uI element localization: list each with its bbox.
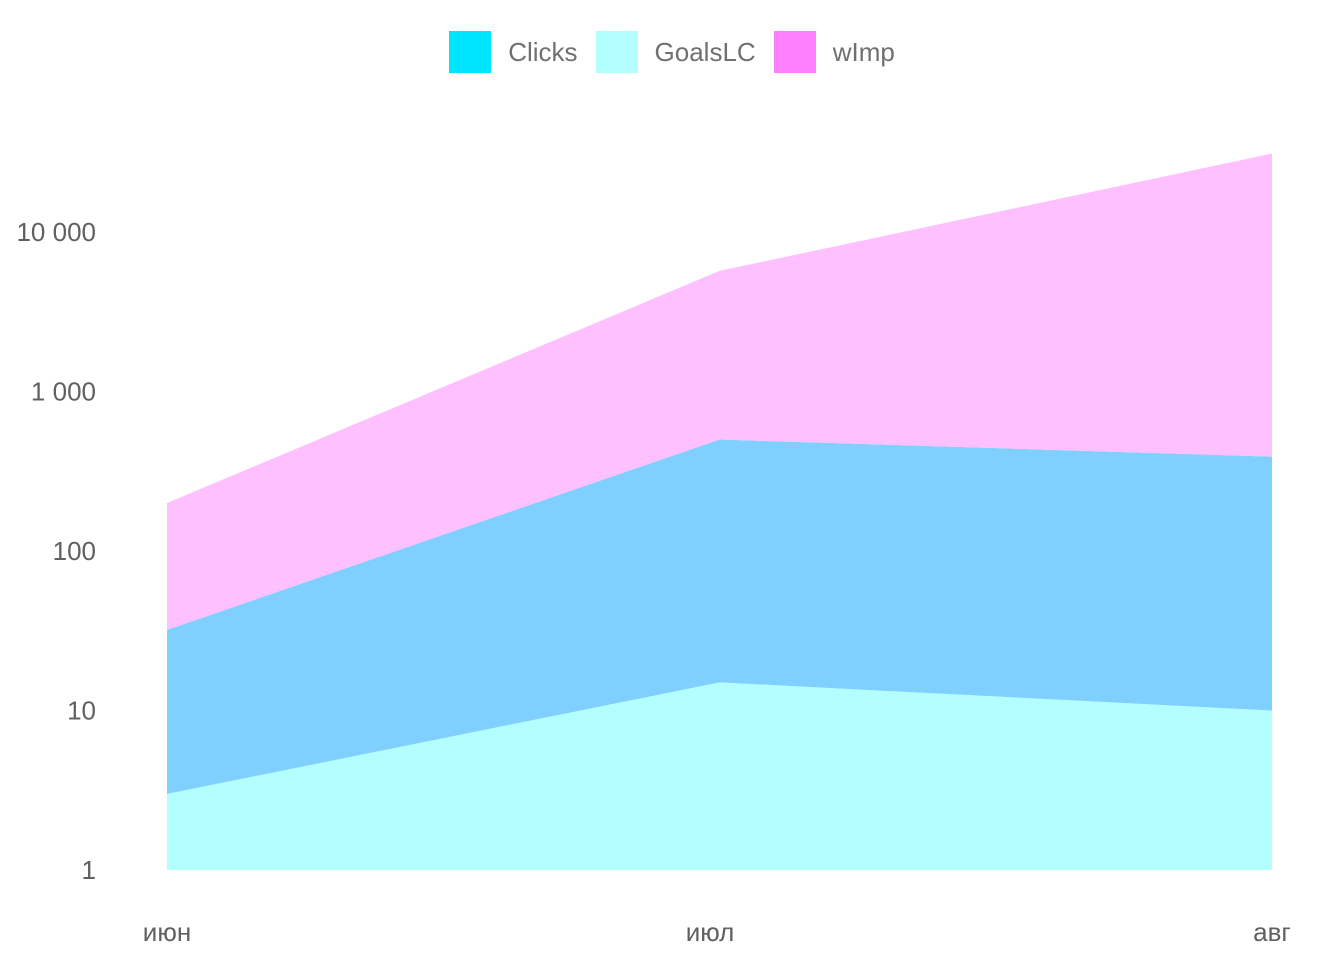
x-tick-label: июн <box>143 917 191 947</box>
y-axis-tick-labels: 1 10 100 1 000 10 000 <box>16 217 96 885</box>
legend-swatch-wimp <box>773 31 816 73</box>
legend-swatch-goalslc <box>595 31 638 73</box>
legend-swatch-clicks <box>449 31 492 73</box>
x-axis-tick-labels: июн июл авг <box>143 917 1291 947</box>
y-tick-label: 10 000 <box>16 217 96 247</box>
x-tick-label: июл <box>686 917 735 947</box>
area-clicks <box>167 439 1272 794</box>
legend-label-goalslc: GoalsLC <box>654 36 756 67</box>
legend-item-clicks[interactable]: Clicks <box>449 31 578 73</box>
legend-item-goalslc[interactable]: GoalsLC <box>595 31 756 73</box>
chart-legend: Clicks GoalsLC wImp <box>0 30 1344 74</box>
area-goalslc <box>167 682 1272 870</box>
area-layers <box>167 153 1272 870</box>
x-tick-label: авг <box>1253 917 1291 947</box>
y-tick-label: 1 000 <box>31 377 96 407</box>
y-tick-label: 10 <box>67 696 96 726</box>
legend-label-wimp: wImp <box>832 36 895 67</box>
legend-label-clicks: Clicks <box>508 36 578 67</box>
y-tick-label: 100 <box>53 536 96 566</box>
area-wimp <box>167 153 1272 630</box>
legend-item-wimp[interactable]: wImp <box>773 31 895 73</box>
y-tick-label: 1 <box>82 855 96 885</box>
